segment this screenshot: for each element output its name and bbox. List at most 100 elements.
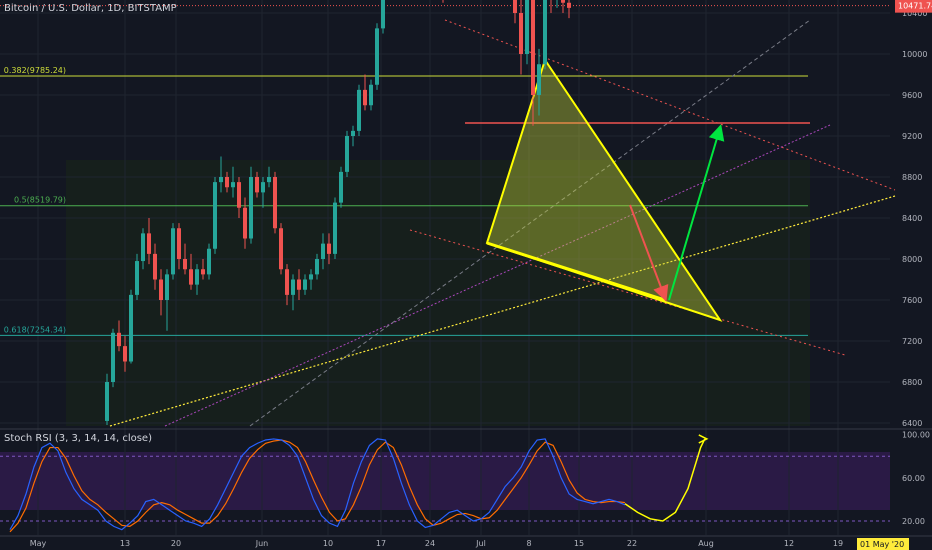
date-badge xyxy=(857,538,909,550)
candle-body xyxy=(231,182,235,188)
trend-line-support xyxy=(109,195,896,427)
candle-body xyxy=(267,177,271,183)
candle-body xyxy=(201,269,205,275)
y-tick-label: 7600 xyxy=(902,296,922,305)
stoch-projection-arrow xyxy=(698,434,709,444)
candle-body xyxy=(561,0,565,3)
x-tick-label: 13 xyxy=(120,539,130,548)
symbol-title: Bitcoin / U.S. Dollar, 1D, BITSTAMP xyxy=(4,3,177,14)
last-price-label: 10471.74 xyxy=(898,2,932,11)
stoch-y-tick-label: 100.00 xyxy=(902,431,930,440)
candle-body xyxy=(543,0,547,65)
candle-body xyxy=(363,89,367,106)
trend-line-purple xyxy=(164,124,831,427)
red-down-arrow xyxy=(629,204,669,302)
candle-body xyxy=(159,279,163,300)
fib-label: 0.618(7254.34) xyxy=(4,325,66,334)
x-tick-label: 24 xyxy=(425,539,435,548)
candle-body xyxy=(375,28,379,85)
x-tick-label: 19 xyxy=(833,539,843,548)
candle-body xyxy=(141,233,145,262)
x-tick-label: May xyxy=(30,539,47,548)
candle-body xyxy=(183,259,187,270)
x-tick-label: 10 xyxy=(323,539,333,548)
stoch-y-tick-label: 60.00 xyxy=(902,474,925,483)
candle-body xyxy=(111,332,115,382)
candle-body xyxy=(327,243,331,254)
y-tick-label: 10000 xyxy=(902,50,927,59)
candle-body xyxy=(255,177,259,193)
stoch-k-line xyxy=(9,438,626,531)
y-tick-label: 7200 xyxy=(902,337,922,346)
candle-body xyxy=(297,279,301,290)
candle-body xyxy=(195,269,199,285)
candle-body xyxy=(117,332,121,347)
candle-body xyxy=(261,182,265,193)
x-tick-label: Jul xyxy=(475,539,486,548)
last-price-badge xyxy=(895,0,932,13)
x-tick-label: 22 xyxy=(627,539,637,548)
candle-body xyxy=(273,177,277,229)
candle-body xyxy=(513,0,517,13)
candle-body xyxy=(333,202,337,254)
candle-body xyxy=(243,207,247,239)
trend-line-grey xyxy=(249,19,811,427)
candle-body xyxy=(249,177,253,239)
candle-body xyxy=(237,182,241,208)
candle-body xyxy=(171,228,175,275)
green-up-arrow xyxy=(668,124,725,301)
candle-body xyxy=(123,346,127,362)
date-badge-label: 01 May '20 xyxy=(860,540,904,549)
candle-body xyxy=(369,84,373,106)
y-tick-label: 8800 xyxy=(902,173,922,182)
candle-body xyxy=(225,177,229,188)
candle-body xyxy=(525,0,529,54)
y-tick-label: 8000 xyxy=(902,255,922,264)
candle-body xyxy=(135,261,139,295)
x-tick-label: 12 xyxy=(784,539,794,548)
x-tick-label: Jun xyxy=(255,539,269,548)
x-tick-label: 17 xyxy=(376,539,386,548)
candle-body xyxy=(279,228,283,270)
candle-body xyxy=(207,248,211,275)
candle-body xyxy=(351,130,355,136)
y-tick-label: 6400 xyxy=(902,419,922,428)
candle-body xyxy=(213,182,217,249)
candle-body xyxy=(531,0,535,95)
stoch-projection xyxy=(624,438,706,522)
candle-body xyxy=(309,274,313,280)
candle-body xyxy=(303,279,307,290)
candle-body xyxy=(537,64,541,95)
y-tick-label: 10400 xyxy=(902,9,927,18)
candle-body xyxy=(567,2,571,8)
candle-body xyxy=(219,177,223,183)
fib-label: 0.382(9785.24) xyxy=(4,66,66,75)
candle-body xyxy=(153,253,157,280)
candle-body xyxy=(147,233,151,254)
y-tick-label: 9600 xyxy=(902,91,922,100)
candle-body xyxy=(357,89,361,131)
candle-body xyxy=(291,279,295,295)
candle-body xyxy=(189,269,193,285)
candle-body xyxy=(165,274,169,300)
x-tick-label: 8 xyxy=(526,539,531,548)
candle-body xyxy=(315,259,319,275)
candle-body xyxy=(105,382,109,421)
x-tick-label: 15 xyxy=(574,539,584,548)
y-tick-label: 6800 xyxy=(902,378,922,387)
y-tick-label: 9200 xyxy=(902,132,922,141)
triangle-base-highlight xyxy=(486,241,666,302)
candle-body xyxy=(321,243,325,259)
candle-body xyxy=(345,136,349,172)
candle-body xyxy=(285,269,289,295)
candle-body xyxy=(129,294,133,362)
candle-body xyxy=(339,171,343,203)
candle-body xyxy=(177,228,181,259)
stoch-band xyxy=(0,452,890,510)
x-tick-label: 20 xyxy=(171,539,181,548)
candle-body xyxy=(519,13,523,54)
stoch-d-line xyxy=(9,439,626,533)
indicator-title: Stoch RSI (3, 3, 14, 14, close) xyxy=(4,433,152,444)
